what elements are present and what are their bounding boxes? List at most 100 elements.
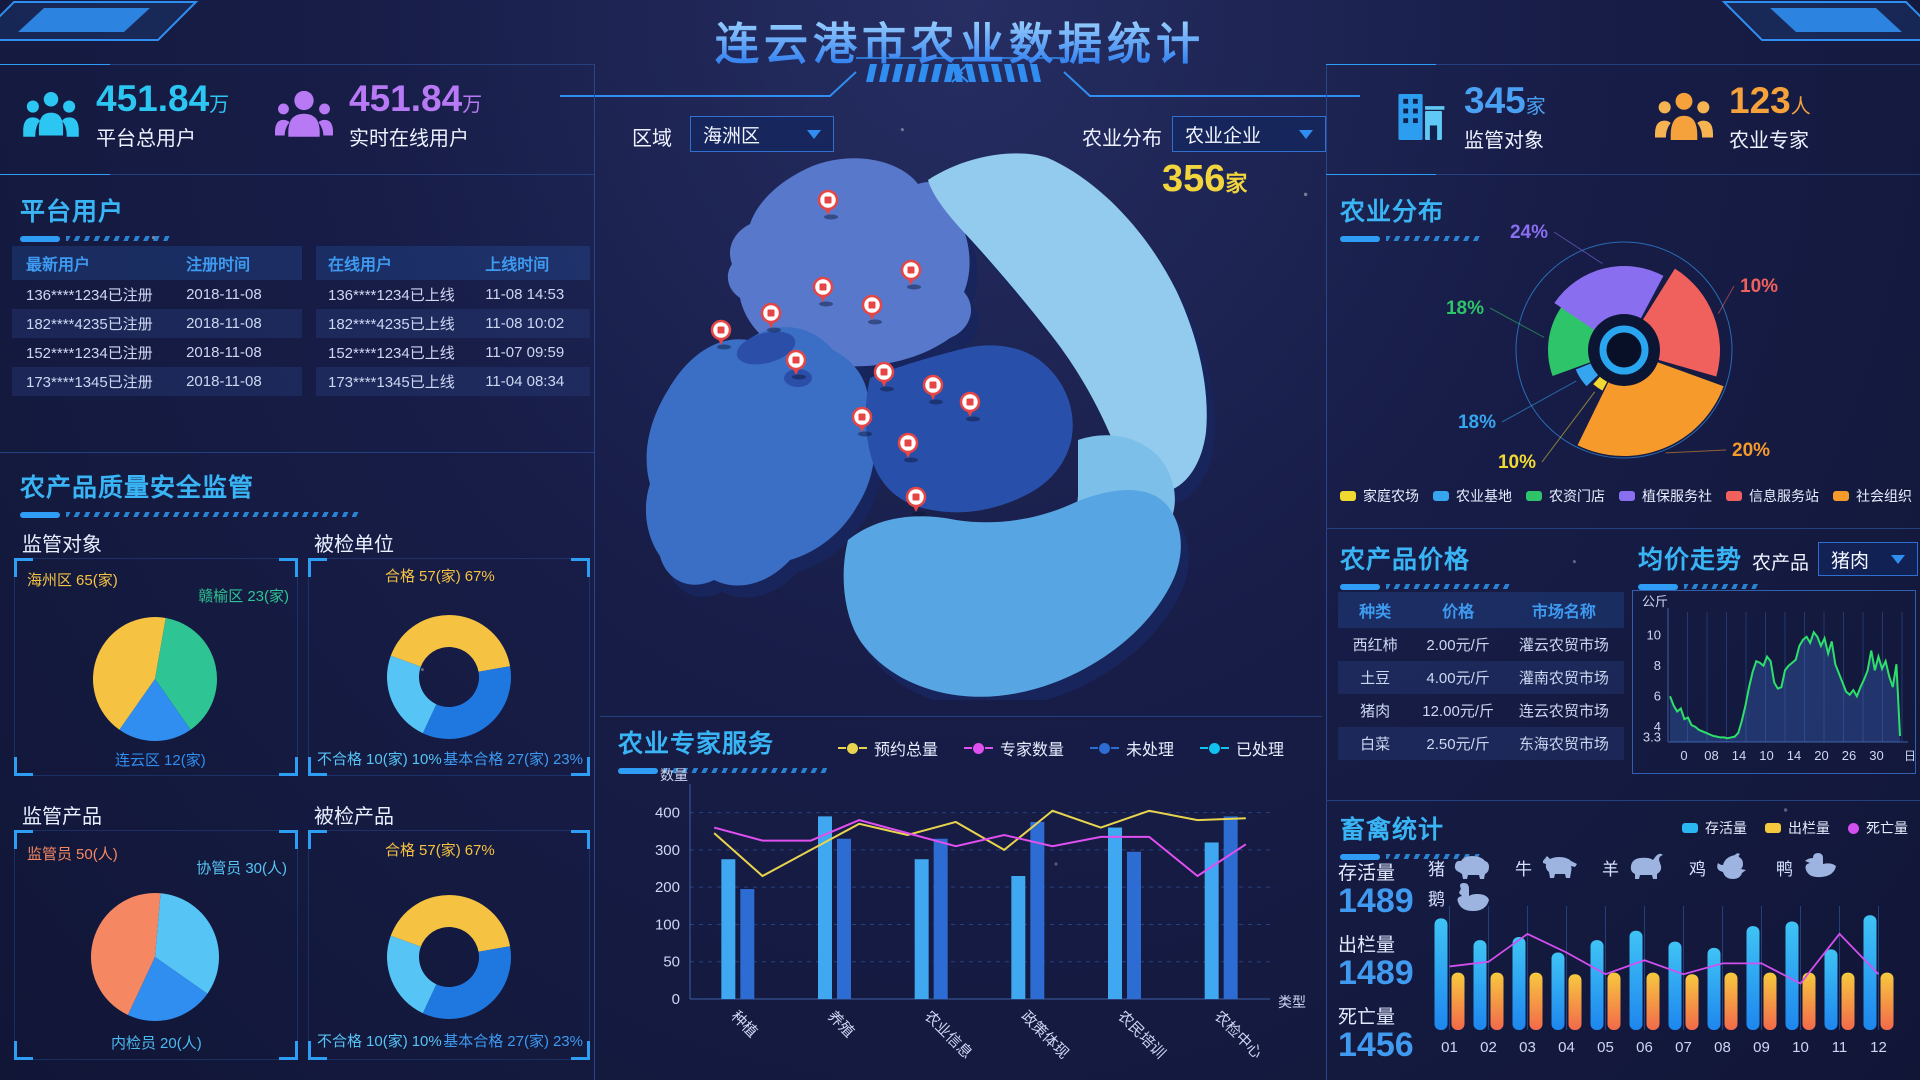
map-region-west[interactable] xyxy=(645,327,875,586)
svg-text:100: 100 xyxy=(655,916,680,933)
legend-swatch xyxy=(1682,823,1698,833)
map-region-south[interactable] xyxy=(843,489,1181,697)
svg-text:6: 6 xyxy=(1654,688,1661,703)
pie-label: 赣榆区 23(家) xyxy=(198,588,289,605)
legend-item[interactable]: 农业基地 xyxy=(1433,486,1512,506)
slaughter-label: 出栏量 xyxy=(1338,935,1396,956)
title-underline xyxy=(618,767,828,774)
divider xyxy=(1326,64,1327,1080)
legend-item[interactable]: 家庭农场 xyxy=(1340,486,1419,506)
product-dropdown[interactable]: 猪肉 xyxy=(1818,542,1918,576)
map-region-coast[interactable] xyxy=(928,153,1207,493)
legend-item[interactable]: 社会组织 xyxy=(1833,486,1912,506)
pie-label: 内检员 20(人) xyxy=(111,1035,202,1052)
legend-item[interactable]: 信息服务站 xyxy=(1726,486,1819,506)
map-pin[interactable] xyxy=(873,361,895,392)
map-pin[interactable] xyxy=(900,259,922,290)
users-group-icon xyxy=(23,92,79,138)
svg-text:50: 50 xyxy=(663,954,680,971)
pie-label: 不合格 10(家) 10% xyxy=(317,751,442,768)
stat-supervised: 345家 监管对象 xyxy=(1390,81,1546,153)
map-region-north[interactable] xyxy=(727,158,972,367)
legend-item[interactable]: 未处理 xyxy=(1090,736,1174,760)
register-table: 最新用户 注册时间 136****1234已注册 2018-11-08 182****4… xyxy=(12,246,302,396)
svg-text:4: 4 xyxy=(1654,719,1661,734)
svg-text:18%: 18% xyxy=(1458,412,1496,433)
svg-text:农业信息: 农业信息 xyxy=(921,1008,975,1062)
pie-label: 连云区 12(家) xyxy=(115,752,206,769)
pig-icon: 猪 xyxy=(1428,852,1493,882)
divider xyxy=(0,452,594,453)
goat-icon: 羊 xyxy=(1602,852,1667,882)
map-pin[interactable] xyxy=(897,432,919,463)
building-icon xyxy=(1398,94,1445,141)
legend-item[interactable]: 专家数量 xyxy=(964,736,1064,760)
legend-item[interactable]: 植保服务社 xyxy=(1619,486,1712,506)
table-row: 173****1345已注册 2018-11-08 xyxy=(12,367,302,396)
pie-label: 不合格 10(家) 10% xyxy=(317,1033,442,1050)
pie-label: 合格 57(家) 67% xyxy=(385,842,495,859)
section-title-livestock: 畜禽统计 xyxy=(1340,810,1480,860)
distribution-dropdown[interactable]: 农业企业 xyxy=(1172,116,1326,152)
legend-item[interactable]: 预约总量 xyxy=(838,736,938,760)
map-pin[interactable] xyxy=(922,374,944,405)
map-pin[interactable] xyxy=(861,294,883,325)
map-pin[interactable] xyxy=(817,189,839,220)
distribution-label: 农业分布 xyxy=(1082,128,1162,150)
divider xyxy=(1326,800,1920,801)
map-pin[interactable] xyxy=(710,319,732,350)
legend-item[interactable]: 农资门店 xyxy=(1526,486,1605,506)
legend-item[interactable]: 出栏量 xyxy=(1765,818,1830,838)
pie-box-checked-products: 合格 57(家) 67% 不合格 10(家) 10% 基本合格 27(家) 23% xyxy=(308,830,590,1060)
region-dropdown[interactable]: 海洲区 xyxy=(690,116,834,152)
map-pin[interactable] xyxy=(812,276,834,307)
table-row: 182****4235已上线 11-08 10:02 xyxy=(316,309,590,338)
svg-text:0: 0 xyxy=(672,991,680,1008)
chicken-icon: 鸡 xyxy=(1689,852,1754,882)
slaughter-value: 1489 xyxy=(1338,954,1414,992)
svg-text:400: 400 xyxy=(655,805,680,822)
legend-swatch xyxy=(1200,742,1230,754)
svg-text:类型: 类型 xyxy=(1278,994,1306,1010)
section-title-quality: 农产品质量安全监管 xyxy=(20,468,360,518)
legend-item[interactable]: 存活量 xyxy=(1682,818,1747,838)
city-map[interactable] xyxy=(598,140,1328,700)
svg-text:08: 08 xyxy=(1704,748,1718,763)
svg-text:10%: 10% xyxy=(1498,452,1536,473)
page-title: 连云港市农业数据统计 xyxy=(0,8,1920,72)
expert-chart-legend: 预约总量 专家数量 未处理 已处理 xyxy=(838,736,1284,760)
map-pin[interactable] xyxy=(851,406,873,437)
legend-item[interactable]: 已处理 xyxy=(1200,736,1284,760)
section-title-platform-users: 平台用户 xyxy=(20,192,220,242)
map-pin[interactable] xyxy=(959,391,981,422)
svg-text:07: 07 xyxy=(1675,1039,1692,1056)
table-row: 白菜 2.50元/斤 东海农贸市场 xyxy=(1338,727,1624,760)
section-title-price: 农产品价格 xyxy=(1340,540,1510,590)
svg-text:04: 04 xyxy=(1558,1039,1575,1056)
legend-swatch xyxy=(1848,822,1859,834)
price-trend-chart: 10 8 6 43.3 公斤 0 08 14 10 14 20 26 30 日期 xyxy=(1642,594,1914,763)
title-underline xyxy=(1340,235,1480,242)
enterprise-count-badge: 356家 xyxy=(1162,158,1248,200)
svg-text:养殖: 养殖 xyxy=(824,1008,857,1041)
svg-text:09: 09 xyxy=(1753,1039,1770,1056)
legend-swatch xyxy=(1726,491,1742,501)
table-row: 152****1234已上线 11-07 09:59 xyxy=(328,344,565,362)
legend-swatch xyxy=(964,742,994,754)
map-pin[interactable] xyxy=(785,349,807,380)
map-region-center[interactable] xyxy=(865,345,1073,513)
animals-row: 猪牛羊鸡鸭鹅 xyxy=(1428,852,1914,912)
title-underline xyxy=(1340,853,1480,860)
section-title-trend: 均价走势 xyxy=(1638,540,1758,590)
table-row: 136****1234已上线 11-08 14:53 xyxy=(328,286,565,304)
legend-swatch xyxy=(1433,491,1449,501)
svg-text:24%: 24% xyxy=(1510,222,1548,243)
map-pin[interactable] xyxy=(905,486,927,517)
map-pin[interactable] xyxy=(760,302,782,333)
divider xyxy=(0,64,594,65)
svg-text:14: 14 xyxy=(1732,748,1746,763)
svg-text:05: 05 xyxy=(1597,1039,1614,1056)
divider xyxy=(594,64,595,1080)
legend-item[interactable]: 死亡量 xyxy=(1848,818,1908,838)
